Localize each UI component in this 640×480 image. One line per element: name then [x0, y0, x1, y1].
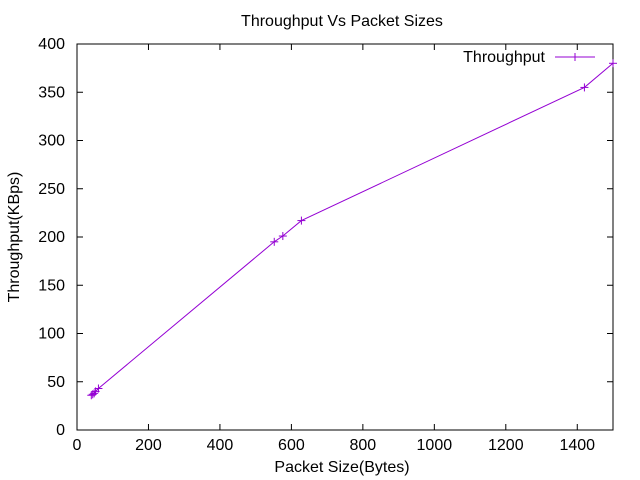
- legend-marker-throughput: [571, 53, 579, 61]
- x-tick-label: 400: [207, 437, 234, 454]
- x-tick-label: 1400: [559, 437, 595, 454]
- x-tick-label: 1000: [417, 437, 453, 454]
- series-layer: [87, 59, 617, 400]
- y-tick-label: 200: [38, 229, 65, 246]
- y-tick-label: 250: [38, 181, 65, 198]
- data-point: [297, 216, 306, 225]
- x-tick-label: 200: [135, 437, 162, 454]
- data-point: [94, 384, 103, 393]
- y-tick-label: 150: [38, 277, 65, 294]
- data-point: [270, 237, 279, 246]
- y-tick-label: 400: [38, 36, 65, 53]
- x-tick-label: 600: [278, 437, 305, 454]
- data-point: [580, 83, 589, 92]
- x-tick-label: 0: [73, 437, 82, 454]
- x-axis-label: Packet Size(Bytes): [274, 459, 409, 476]
- data-point: [90, 389, 99, 398]
- x-tick-label: 1200: [488, 437, 524, 454]
- legend: Throughput: [463, 49, 595, 66]
- y-tick-label: 100: [38, 326, 65, 343]
- legend-label-throughput: Throughput: [463, 49, 545, 66]
- y-axis-label: Throughput(KBps): [6, 172, 23, 303]
- x-axis-ticks: 0 200 400 600 800 1000 1200 1400: [73, 44, 595, 454]
- data-point: [278, 232, 287, 241]
- x-tick-label: 800: [350, 437, 377, 454]
- y-tick-label: 300: [38, 133, 65, 150]
- y-axis-ticks: 0 50 100 150 200 250 300 350 400: [38, 36, 613, 439]
- series-line-throughput: [91, 62, 614, 396]
- y-tick-label: 0: [56, 422, 65, 439]
- chart-title: Throughput Vs Packet Sizes: [241, 13, 443, 30]
- plot-frame: [76, 43, 614, 431]
- y-tick-label: 350: [38, 84, 65, 101]
- y-tick-label: 50: [47, 374, 65, 391]
- data-point: [609, 59, 617, 68]
